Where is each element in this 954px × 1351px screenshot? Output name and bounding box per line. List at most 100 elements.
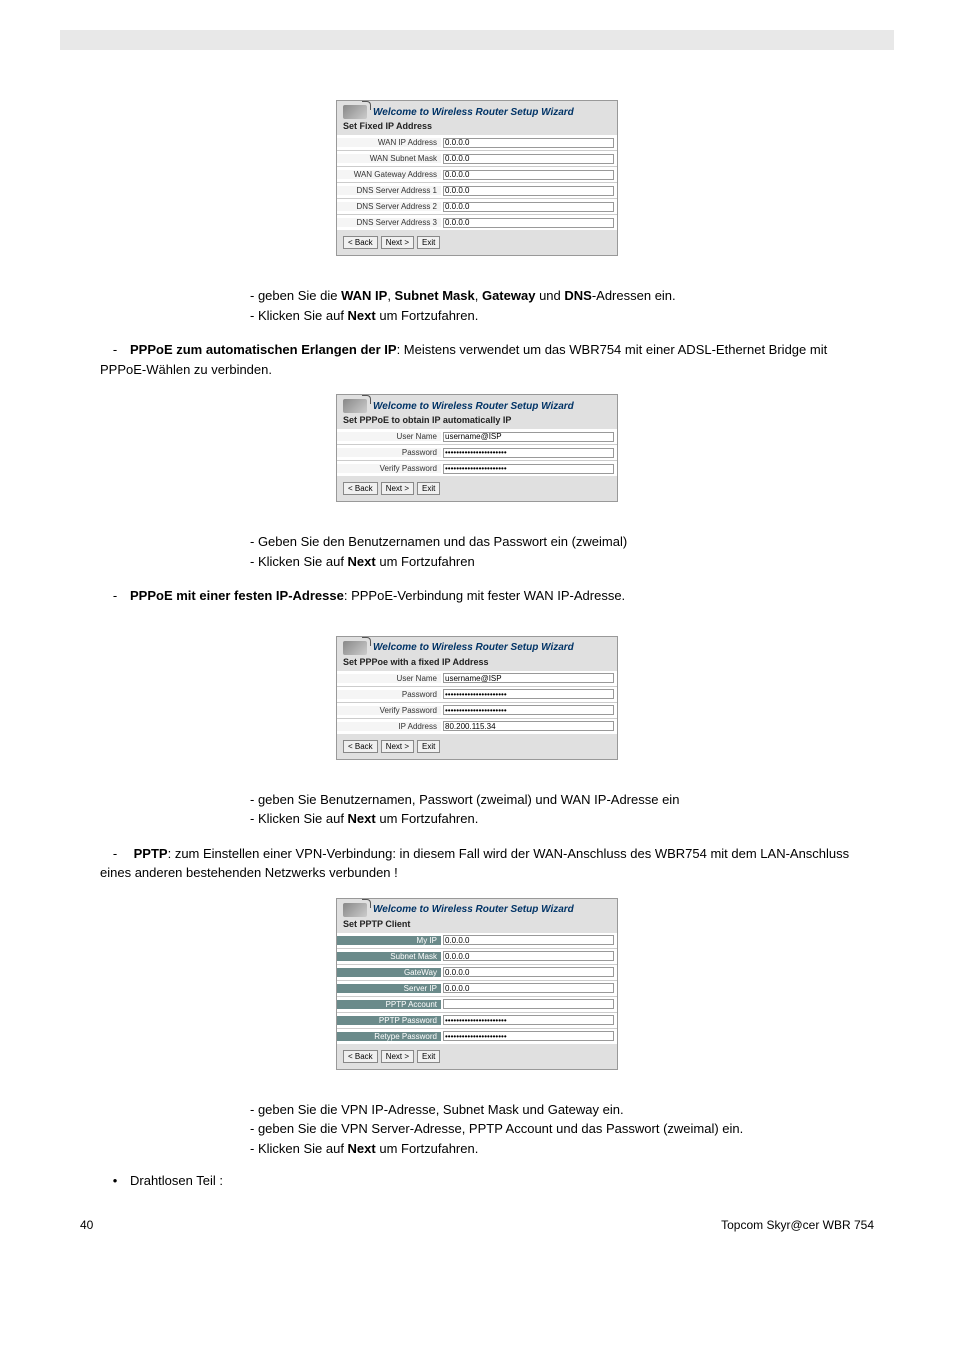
wizard-footer: < Back Next > Exit (337, 734, 617, 759)
table-row: User Name (337, 671, 617, 687)
exit-button[interactable]: Exit (417, 1050, 440, 1063)
field-label: Subnet Mask (337, 952, 441, 961)
my-ip-input[interactable] (443, 935, 614, 945)
text-bold: DNS (564, 288, 591, 303)
text-bold: PPPoE zum automatischen Erlangen der IP (130, 342, 397, 357)
text: Drahtlosen Teil : (130, 1173, 223, 1188)
table-row: Subnet Mask (337, 949, 617, 965)
username-input[interactable] (443, 673, 614, 683)
text: - geben Sie die VPN IP-Adresse, Subnet M… (250, 1102, 624, 1117)
back-button[interactable]: < Back (343, 236, 378, 249)
text: - geben Sie die (250, 288, 341, 303)
dash: - (100, 844, 130, 864)
dns1-input[interactable] (443, 186, 614, 196)
router-icon (343, 105, 367, 119)
pptp-account-input[interactable] (443, 999, 614, 1009)
ip-address-input[interactable] (443, 721, 614, 731)
text: - Geben Sie den Benutzernamen und das Pa… (250, 534, 627, 549)
text: - Klicken Sie auf (250, 811, 348, 826)
table-row: User Name (337, 429, 617, 445)
text-bold: PPPoE mit einer festen IP-Adresse (130, 588, 344, 603)
back-button[interactable]: < Back (343, 1050, 378, 1063)
field-label: WAN Gateway Address (337, 170, 441, 179)
gateway-input[interactable] (443, 967, 614, 977)
text: um Fortzufahren. (376, 1141, 479, 1156)
text: - Klicken Sie auf (250, 554, 348, 569)
table-row: DNS Server Address 1 (337, 183, 617, 199)
exit-button[interactable]: Exit (417, 236, 440, 249)
wizard-subtitle: Set PPTP Client (337, 919, 617, 933)
verify-password-input[interactable] (443, 705, 614, 715)
field-label: PPTP Password (337, 1016, 441, 1025)
table-row: PPTP Account (337, 997, 617, 1013)
table-row: GateWay (337, 965, 617, 981)
wizard-title: Welcome to Wireless Router Setup Wizard (373, 401, 574, 412)
dns2-input[interactable] (443, 202, 614, 212)
field-value (441, 170, 617, 180)
next-button[interactable]: Next > (381, 482, 414, 495)
table-row: DNS Server Address 3 (337, 215, 617, 230)
page-number: 40 (80, 1218, 93, 1232)
text: um Fortzufahren. (376, 811, 479, 826)
back-button[interactable]: < Back (343, 482, 378, 495)
dns3-input[interactable] (443, 218, 614, 228)
wizard-pppoe-auto: Welcome to Wireless Router Setup Wizard … (336, 394, 618, 502)
text: -Adressen ein. (592, 288, 676, 303)
table-row: Password (337, 687, 617, 703)
text-bold: Subnet Mask (395, 288, 475, 303)
wan-gateway-input[interactable] (443, 170, 614, 180)
page-footer: 40 Topcom Skyr@cer WBR 754 (80, 1218, 874, 1232)
top-header-bar (60, 30, 894, 50)
text-bold: Next (348, 811, 376, 826)
table-row: WAN Subnet Mask (337, 151, 617, 167)
pptp-password-input[interactable] (443, 1015, 614, 1025)
server-ip-input[interactable] (443, 983, 614, 993)
router-icon (343, 399, 367, 413)
table-row: Password (337, 445, 617, 461)
table-row: WAN IP Address (337, 135, 617, 151)
verify-password-input[interactable] (443, 464, 614, 474)
next-button[interactable]: Next > (381, 1050, 414, 1063)
subnet-mask-input[interactable] (443, 951, 614, 961)
field-value (441, 689, 617, 699)
field-value (441, 464, 617, 474)
bullet-wireless: •Drahtlosen Teil : (100, 1173, 874, 1188)
retype-password-input[interactable] (443, 1031, 614, 1041)
wizard-body: User Name Password Verify Password (337, 429, 617, 476)
field-value (441, 951, 617, 961)
field-label: My IP (337, 936, 441, 945)
exit-button[interactable]: Exit (417, 740, 440, 753)
username-input[interactable] (443, 432, 614, 442)
field-value (441, 138, 617, 148)
wizard-title: Welcome to Wireless Router Setup Wizard (373, 904, 574, 915)
field-label: User Name (337, 432, 441, 441)
bullet-pppoe-auto: -PPPoE zum automatischen Erlangen der IP… (100, 340, 874, 379)
field-value (441, 1015, 617, 1025)
field-value (441, 432, 617, 442)
next-button[interactable]: Next > (381, 236, 414, 249)
wizard-subtitle: Set PPPoe with a fixed IP Address (337, 657, 617, 671)
wizard-footer: < Back Next > Exit (337, 476, 617, 501)
next-button[interactable]: Next > (381, 740, 414, 753)
wan-ip-input[interactable] (443, 138, 614, 148)
field-value (441, 999, 617, 1009)
field-value (441, 218, 617, 228)
router-icon (343, 641, 367, 655)
field-label: Password (337, 690, 441, 699)
page-content: Welcome to Wireless Router Setup Wizard … (40, 100, 914, 1232)
bullet-pppoe-fixed: -PPPoE mit einer festen IP-Adresse: PPPo… (100, 586, 874, 606)
wan-subnet-input[interactable] (443, 154, 614, 164)
wizard-pppoe-fixed: Welcome to Wireless Router Setup Wizard … (336, 636, 618, 760)
exit-button[interactable]: Exit (417, 482, 440, 495)
text: - geben Sie die VPN Server-Adresse, PPTP… (250, 1121, 743, 1136)
text: und (535, 288, 564, 303)
table-row: Verify Password (337, 703, 617, 719)
text-bold: Gateway (482, 288, 535, 303)
field-label: Verify Password (337, 464, 441, 473)
password-input[interactable] (443, 448, 614, 458)
back-button[interactable]: < Back (343, 740, 378, 753)
field-label: WAN Subnet Mask (337, 154, 441, 163)
wizard-body: WAN IP Address WAN Subnet Mask WAN Gatew… (337, 135, 617, 230)
password-input[interactable] (443, 689, 614, 699)
field-value (441, 721, 617, 731)
